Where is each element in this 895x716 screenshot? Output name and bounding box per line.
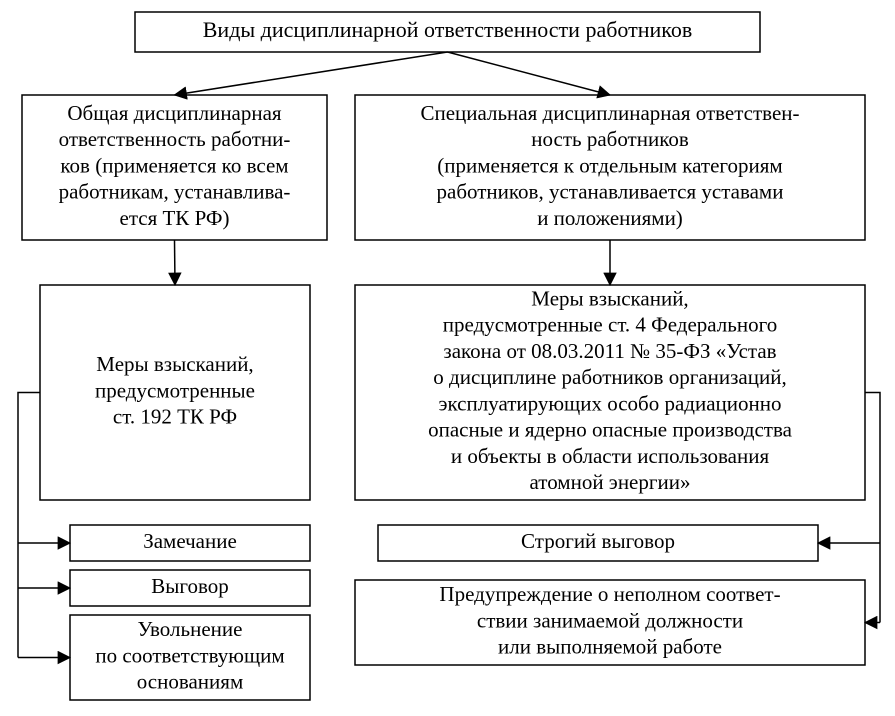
node-right1-line-1: ность работников — [531, 127, 689, 151]
node-right1-line-3: работников, устанавливается уставами — [437, 180, 784, 204]
node-rightB-line-0: Предупреждение о неполном соответ- — [439, 582, 780, 606]
node-left1-line-4: ется ТК РФ) — [120, 206, 230, 230]
node-left1-line-2: ков (применяется ко всем — [60, 153, 288, 177]
node-rightB-line-1: ствии занимаемой должности — [477, 608, 743, 632]
node-leftC-line-1: по соответствующим — [95, 643, 284, 667]
node-rightA-line-0: Строгий выговор — [521, 529, 675, 553]
edge — [18, 393, 40, 658]
node-right1-line-0: Специальная дисциплинарная ответствен- — [420, 101, 799, 125]
node-root-line-0: Виды дисциплинарной ответственности рабо… — [203, 17, 692, 42]
node-right2-line-3: о дисциплине работников организаций, — [433, 365, 786, 389]
node-rightB-line-2: или выполняемой работе — [498, 635, 722, 659]
node-leftC-line-2: основаниям — [137, 670, 243, 694]
node-left2-line-1: предусмотренные — [95, 378, 255, 402]
node-right2-line-4: эксплуатирующих особо радиационно — [438, 391, 781, 415]
node-right1-line-2: (применяется к отдельным категориям — [437, 153, 782, 177]
edge — [175, 240, 176, 285]
edge — [175, 52, 448, 95]
node-right2-line-0: Меры взысканий, — [531, 286, 688, 310]
node-leftA-line-0: Замечание — [143, 529, 237, 553]
node-left1-line-3: работникам, устанавлива- — [59, 180, 291, 204]
node-left1-line-1: ответственность работни- — [59, 127, 291, 151]
node-right2-line-6: и объекты в области использования — [451, 444, 770, 468]
node-right2-line-7: атомной энергии» — [530, 470, 691, 494]
node-right2-line-2: закона от 08.03.2011 № 35-ФЗ «Устав — [443, 339, 776, 363]
node-leftB-line-0: Выговор — [151, 574, 228, 598]
node-left2-line-2: ст. 192 ТК РФ — [113, 405, 237, 429]
node-left2-line-0: Меры взысканий, — [96, 352, 253, 376]
edge — [448, 52, 611, 95]
node-right2-line-1: предусмотренные ст. 4 Федерального — [443, 313, 777, 337]
node-left1-line-0: Общая дисциплинарная — [67, 101, 282, 125]
node-right1-line-4: и положениями) — [537, 206, 683, 230]
edge — [865, 393, 880, 623]
node-leftC-line-0: Увольнение — [138, 617, 243, 641]
node-right2-line-5: опасные и ядерно опасные производства — [428, 418, 792, 442]
